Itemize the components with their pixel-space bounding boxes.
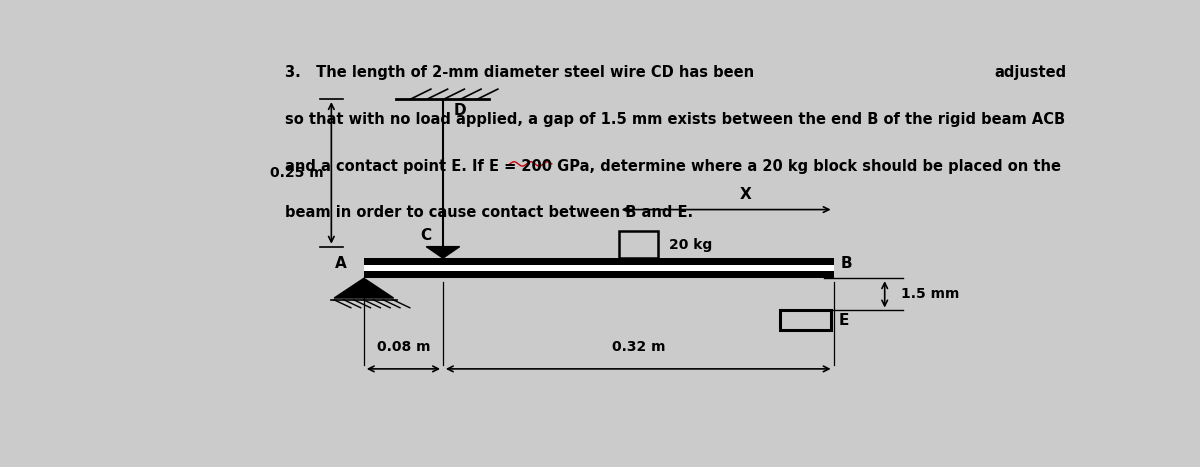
Text: D: D: [454, 103, 467, 118]
Text: 0.25 m: 0.25 m: [270, 166, 324, 180]
Polygon shape: [334, 278, 394, 298]
Text: 20 kg: 20 kg: [668, 238, 712, 252]
Text: A: A: [336, 255, 347, 271]
Polygon shape: [426, 247, 460, 258]
Text: X: X: [739, 187, 751, 202]
Text: adjusted: adjusted: [994, 65, 1066, 80]
Text: C: C: [421, 228, 432, 243]
Bar: [619, 231, 658, 258]
Text: 1.5 mm: 1.5 mm: [901, 287, 960, 301]
Text: beam in order to cause contact between B and E.: beam in order to cause contact between B…: [284, 205, 692, 220]
Bar: [364, 265, 834, 271]
Text: 3.   The length of 2-mm diameter steel wire CD has been: 3. The length of 2-mm diameter steel wir…: [284, 65, 754, 80]
Text: so that with no load applied, a gap of 1.5 mm exists between the end B of the ri: so that with no load applied, a gap of 1…: [284, 112, 1064, 127]
Bar: [780, 311, 832, 330]
Text: 0.32 m: 0.32 m: [612, 340, 665, 354]
Text: 0.08 m: 0.08 m: [377, 340, 430, 354]
Text: B: B: [841, 255, 853, 271]
Bar: [364, 258, 834, 278]
Text: E: E: [839, 313, 850, 328]
Text: and a contact point E. If E = 200 GPa, determine where a 20 kg block should be p: and a contact point E. If E = 200 GPa, d…: [284, 158, 1061, 174]
